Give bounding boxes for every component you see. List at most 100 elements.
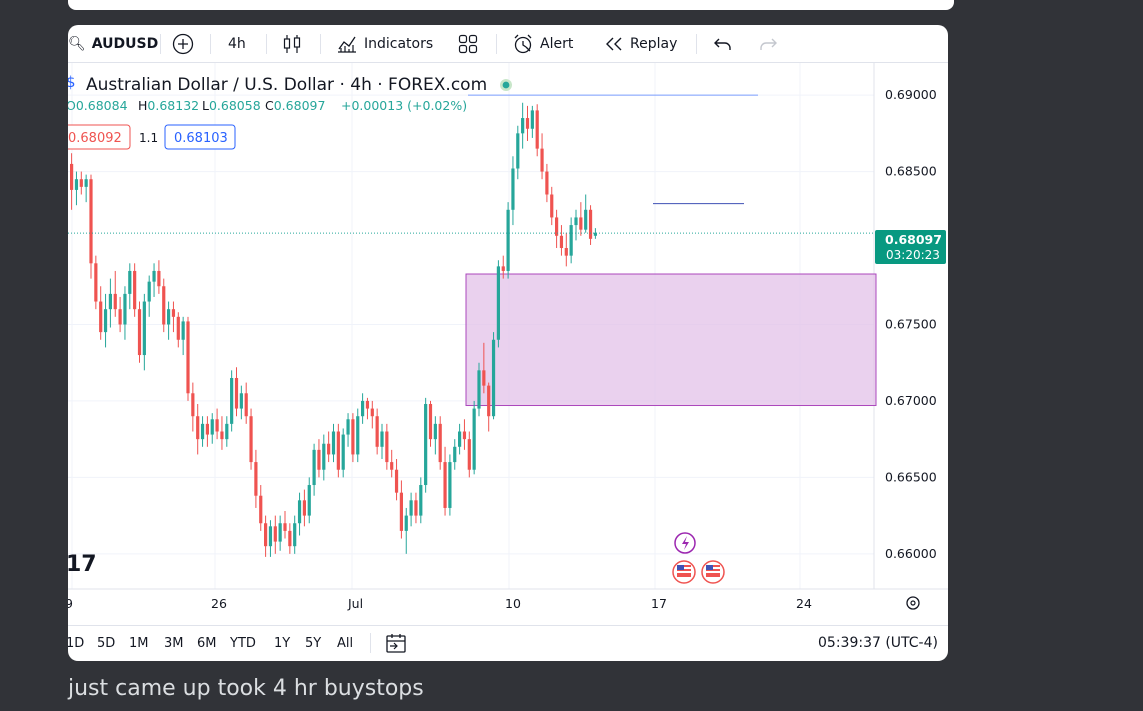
candle: [375, 408, 379, 455]
high-value: H0.68132: [138, 98, 199, 113]
candle: [496, 260, 500, 348]
range-button-ytd[interactable]: YTD: [230, 635, 256, 651]
time-axis[interactable]: 9 26 Jul 10 17 24: [68, 596, 812, 611]
search-icon: 🔍︎: [68, 36, 86, 52]
candle: [225, 416, 229, 447]
range-button-1d[interactable]: 1D: [68, 635, 85, 651]
range-button-6m[interactable]: 6M: [197, 635, 217, 651]
candle: [89, 174, 93, 279]
candle: [390, 449, 394, 478]
price-axis[interactable]: 0.69000 0.68500 0.67500 0.67000 0.66500 0.660…: [885, 87, 937, 561]
layouts-button[interactable]: [457, 25, 479, 63]
buy-button[interactable]: [164, 124, 236, 150]
sell-price: 0.68092: [68, 131, 122, 146]
range-button-1y[interactable]: 1Y: [274, 635, 291, 651]
candle: [157, 260, 161, 294]
candle: [297, 492, 302, 536]
candle: [220, 416, 224, 450]
range-button-1m[interactable]: 1M: [129, 635, 149, 651]
change-value: +0.00013 (+0.02%): [341, 98, 467, 113]
time-tick-label: 26: [211, 596, 227, 611]
interval-selector[interactable]: 4h: [228, 25, 246, 63]
candle: [94, 255, 98, 310]
go-to-date-button[interactable]: [384, 626, 408, 660]
candle: [70, 153, 74, 210]
candle: [103, 293, 108, 348]
indicators-button[interactable]: Indicators: [336, 25, 433, 63]
candle: [147, 275, 151, 317]
candle: [84, 174, 88, 203]
interval-label: 4h: [228, 36, 246, 52]
range-button-5y[interactable]: 5Y: [305, 635, 322, 651]
open-label: O: [68, 98, 76, 113]
tradingview-logo[interactable]: 17: [68, 552, 97, 577]
candle: [317, 439, 321, 478]
alert-button[interactable]: Alert: [512, 25, 573, 63]
candle: [331, 423, 336, 463]
grid-icon: [458, 34, 478, 54]
timezone-clock[interactable]: 05:39:37 (UTC-4): [818, 635, 938, 651]
redo-button[interactable]: [758, 25, 778, 63]
candle: [264, 515, 268, 557]
replay-button[interactable]: Replay: [604, 25, 677, 63]
chart-canvas[interactable]: $ Australian Dollar / U.S. Dollar · 4h ·…: [68, 63, 948, 621]
previous-chart-card: [68, 0, 954, 10]
candle: [525, 105, 530, 141]
add-circle-icon: [172, 33, 194, 55]
candle: [142, 293, 146, 371]
candle: [419, 477, 423, 524]
price-tick-label: 0.66000: [885, 546, 937, 561]
candle: [171, 301, 176, 333]
symbol-search[interactable]: 🔍︎ AUDUSD: [68, 25, 158, 63]
candle: [448, 454, 452, 516]
settings-gear-icon[interactable]: [906, 596, 920, 610]
us-flag-event-icon-2[interactable]: [701, 560, 725, 584]
candle: [579, 202, 583, 236]
candle: [200, 416, 205, 447]
candle: [137, 301, 142, 363]
candle: [312, 443, 316, 496]
range-button-3m[interactable]: 3M: [164, 635, 184, 651]
candle: [467, 431, 471, 478]
price-tick-label: 0.67500: [885, 316, 937, 331]
price-tick-label: 0.67000: [885, 393, 937, 408]
demand-zone-rectangle[interactable]: [465, 273, 877, 407]
candle: [254, 449, 258, 508]
candle: [210, 413, 214, 444]
sell-button[interactable]: [68, 124, 131, 150]
event-flash-icon[interactable]: [674, 532, 696, 554]
candle: [273, 515, 277, 554]
candle: [365, 397, 370, 420]
chart-screenshot-card[interactable]: 🔍︎ AUDUSD 4h Indicators Alert Re: [68, 25, 948, 661]
candle: [409, 492, 413, 527]
candle: [244, 382, 248, 424]
price-chart[interactable]: $ Australian Dollar / U.S. Dollar · 4h ·…: [68, 63, 948, 621]
us-flag-event-icon[interactable]: [672, 560, 696, 584]
candle: [370, 400, 374, 429]
top-toolbar: 🔍︎ AUDUSD 4h Indicators Alert Re: [68, 25, 948, 63]
candle: [399, 480, 403, 539]
last-price-label: [875, 230, 946, 264]
redo-icon: [760, 38, 777, 50]
candle: [472, 400, 476, 475]
candle: [428, 400, 433, 447]
candle: [555, 209, 559, 249]
candle: [191, 382, 195, 432]
indicators-icon: [338, 36, 356, 53]
range-button-all[interactable]: All: [337, 635, 354, 651]
candle: [385, 423, 389, 470]
candle: [196, 403, 200, 455]
low-value: L0.68058: [202, 98, 261, 113]
candle: [380, 423, 384, 460]
time-tick-label: 9: [68, 596, 73, 611]
candle: [79, 171, 83, 195]
compare-button[interactable]: [172, 25, 194, 63]
candle: [133, 263, 137, 317]
undo-button[interactable]: [713, 25, 733, 63]
bottom-toolbar: 1D 5D 1M 3M 6M YTD 1Y 5Y All 05:39:37 (UTC-4): [68, 625, 948, 661]
candle: [394, 459, 399, 501]
range-button-5d[interactable]: 5D: [97, 635, 116, 651]
calendar-icon: [386, 634, 406, 653]
message-caption: just came up took 4 hr buystops: [68, 676, 424, 701]
chart-type-button[interactable]: [282, 25, 302, 63]
